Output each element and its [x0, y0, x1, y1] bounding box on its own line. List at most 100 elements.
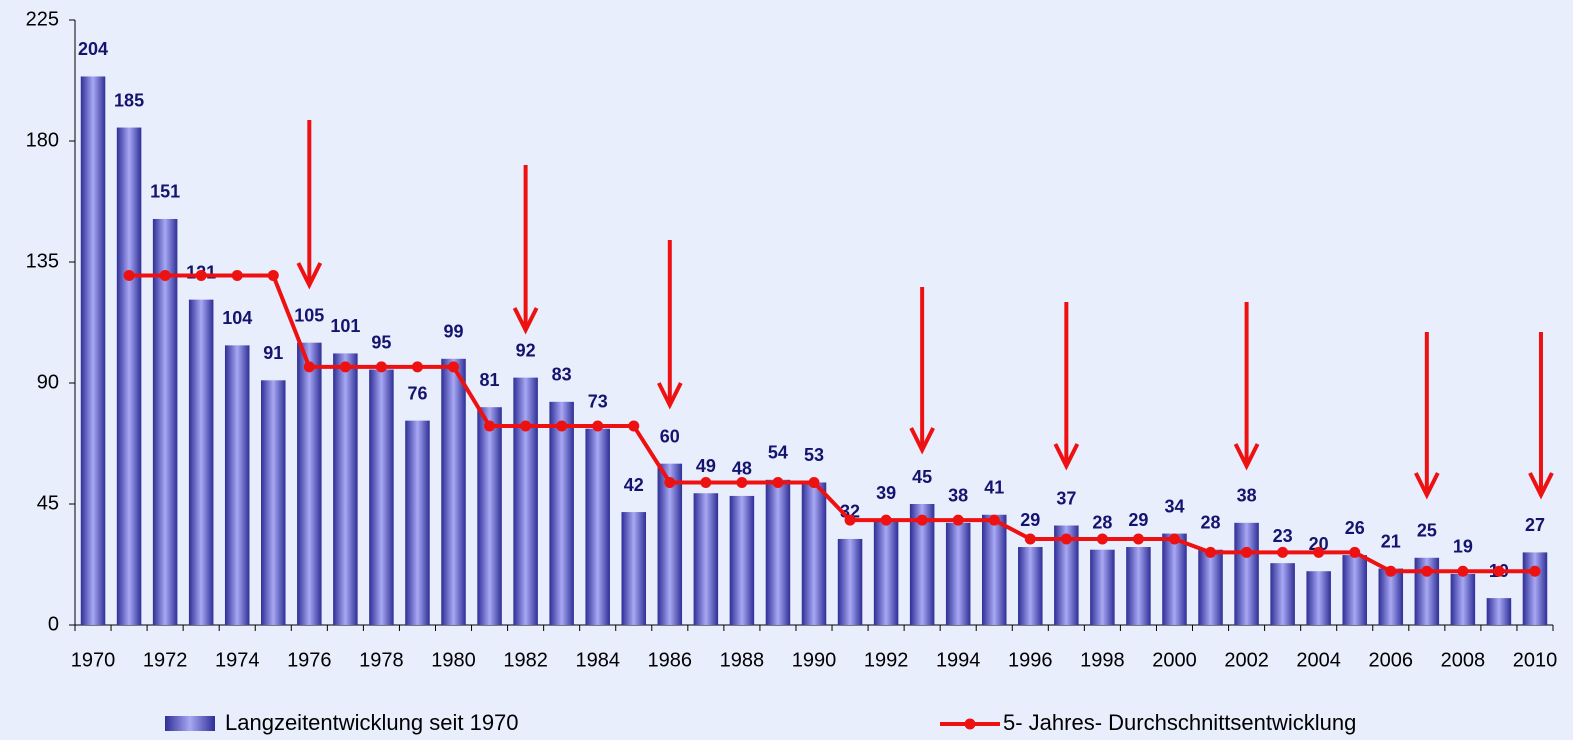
- legend-marker: [965, 719, 976, 730]
- line-marker: [664, 477, 675, 488]
- line-marker: [1241, 547, 1252, 558]
- bar: [117, 128, 142, 625]
- line-marker: [124, 270, 135, 281]
- data-label: 23: [1273, 526, 1293, 546]
- x-tick-label: 1974: [215, 649, 260, 671]
- line-marker: [520, 421, 531, 432]
- bar: [369, 370, 394, 625]
- bar: [982, 515, 1007, 625]
- x-tick-label: 1992: [864, 649, 909, 671]
- bar: [297, 343, 322, 625]
- line-marker: [809, 477, 820, 488]
- data-label: 92: [516, 340, 536, 360]
- bar: [81, 76, 106, 625]
- x-tick-label: 1980: [431, 649, 476, 671]
- y-tick-label: 45: [37, 492, 59, 514]
- legend-label: Langzeitentwicklung seit 1970: [225, 710, 519, 735]
- y-tick-label: 135: [26, 250, 59, 272]
- y-tick-label: 225: [26, 8, 59, 30]
- bar: [1090, 550, 1115, 625]
- legend-swatch: [165, 716, 215, 731]
- line-marker: [1277, 547, 1288, 558]
- x-tick-label: 1986: [648, 649, 693, 671]
- bar: [838, 539, 863, 625]
- line-marker: [1133, 533, 1144, 544]
- line-marker: [628, 421, 639, 432]
- data-label: 104: [222, 308, 252, 328]
- data-label: 54: [768, 443, 788, 463]
- data-label: 21: [1381, 531, 1401, 551]
- data-label: 28: [1092, 512, 1112, 532]
- bar: [802, 482, 827, 625]
- line-marker: [1097, 533, 1108, 544]
- x-tick-label: 1994: [936, 649, 981, 671]
- x-tick-label: 1988: [720, 649, 765, 671]
- y-tick-label: 180: [26, 129, 59, 151]
- data-label: 91: [263, 343, 283, 363]
- x-tick-label: 2006: [1369, 649, 1414, 671]
- bar: [1523, 552, 1548, 625]
- bar: [225, 345, 250, 625]
- data-label: 99: [443, 322, 463, 342]
- line-marker: [268, 270, 279, 281]
- data-label: 60: [660, 426, 680, 446]
- line-marker: [953, 515, 964, 526]
- data-label: 101: [330, 316, 360, 336]
- bar: [333, 353, 358, 625]
- data-label: 76: [407, 383, 427, 403]
- bar: [730, 496, 755, 625]
- bar: [946, 523, 971, 625]
- line-marker: [232, 270, 243, 281]
- data-label: 39: [876, 483, 896, 503]
- line-marker: [1205, 547, 1216, 558]
- bar: [1126, 547, 1151, 625]
- bar: [1451, 574, 1476, 625]
- data-label: 26: [1345, 518, 1365, 538]
- x-tick-label: 1972: [143, 649, 188, 671]
- data-label: 151: [150, 182, 180, 202]
- line-marker: [484, 421, 495, 432]
- bar: [261, 380, 286, 625]
- bar: [477, 407, 502, 625]
- bar: [621, 512, 646, 625]
- line-marker: [1025, 533, 1036, 544]
- chart: 0459013518022519701972197419761978198019…: [0, 0, 1573, 740]
- line-marker: [1493, 566, 1504, 577]
- data-label: 73: [588, 391, 608, 411]
- bar: [1306, 571, 1331, 625]
- line-marker: [1385, 566, 1396, 577]
- data-label: 27: [1525, 515, 1545, 535]
- line-marker: [1061, 533, 1072, 544]
- line-marker: [340, 361, 351, 372]
- data-label: 29: [1020, 510, 1040, 530]
- line-marker: [1313, 547, 1324, 558]
- line-marker: [881, 515, 892, 526]
- x-tick-label: 2004: [1296, 649, 1341, 671]
- data-label: 38: [948, 486, 968, 506]
- x-tick-label: 1970: [71, 649, 116, 671]
- data-label: 49: [696, 456, 716, 476]
- data-label: 105: [294, 305, 324, 325]
- data-label: 83: [552, 365, 572, 385]
- bar: [1198, 550, 1223, 625]
- data-label: 29: [1128, 510, 1148, 530]
- bar: [405, 421, 430, 625]
- line-marker: [989, 515, 1000, 526]
- bar: [766, 480, 791, 625]
- x-tick-label: 2002: [1224, 649, 1269, 671]
- data-label: 48: [732, 459, 752, 479]
- bar: [1342, 555, 1367, 625]
- x-tick-label: 2000: [1152, 649, 1197, 671]
- bar: [1234, 523, 1259, 625]
- bar: [874, 520, 899, 625]
- data-label: 95: [371, 332, 391, 352]
- line-marker: [592, 421, 603, 432]
- line-marker: [700, 477, 711, 488]
- x-tick-label: 2010: [1513, 649, 1558, 671]
- line-marker: [1457, 566, 1468, 577]
- line-marker: [556, 421, 567, 432]
- data-label: 25: [1417, 521, 1437, 541]
- data-label: 81: [480, 370, 500, 390]
- y-tick-label: 90: [37, 371, 59, 393]
- line-marker: [736, 477, 747, 488]
